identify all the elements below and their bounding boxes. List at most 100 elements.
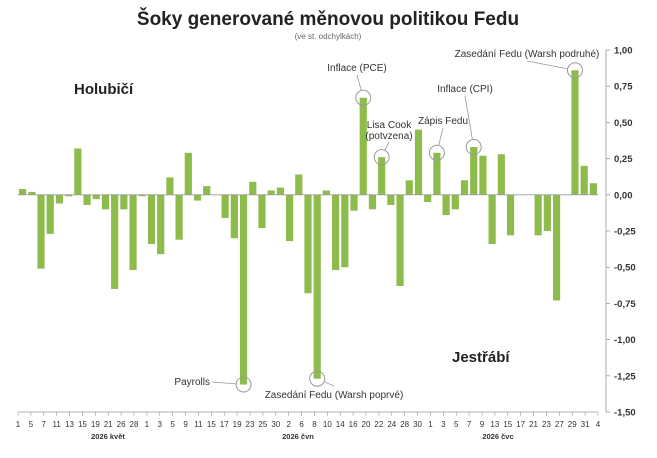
x-tick-label: 1 <box>16 420 21 429</box>
annotation-leader <box>438 127 444 146</box>
bar <box>497 154 505 195</box>
bar <box>37 194 45 269</box>
bar <box>157 194 165 255</box>
x-tick-label: 19 <box>233 420 242 429</box>
x-axis: 1 5 7 11 13 15 19 21 26 28 1 3 5 9 11 15 17 19 23 25 30 2 6 8 10… <box>16 412 601 429</box>
annotation-leader <box>464 95 473 140</box>
bar <box>304 194 312 294</box>
x-tick-label: 2 <box>286 420 291 429</box>
x-tick-label: 15 <box>78 420 87 429</box>
bars <box>19 70 597 385</box>
x-tick-label: 5 <box>454 420 459 429</box>
x-tick-label: 20 <box>362 420 371 429</box>
x-tick-label: 29 <box>568 420 577 429</box>
x-tick-label: 19 <box>91 420 100 429</box>
x-tick-label: 10 <box>323 420 332 429</box>
x-tick-label: 5 <box>29 420 34 429</box>
bar <box>378 157 386 195</box>
month-label: 2026 květ <box>91 432 125 441</box>
annotation-circle <box>566 62 583 79</box>
bar <box>322 190 331 195</box>
x-tick-label: 22 <box>374 420 383 429</box>
bar <box>55 194 64 204</box>
bar <box>239 194 248 385</box>
annotation-circle <box>235 376 252 393</box>
bar <box>543 194 551 231</box>
dovish-label: Holubičí <box>74 81 134 98</box>
y-tick-label: -1,25 <box>614 371 636 382</box>
annotation-circle <box>373 149 390 166</box>
bar <box>571 70 579 195</box>
x-tick-label: 15 <box>503 420 512 429</box>
bar <box>83 194 91 205</box>
month-label: 2026 čvn <box>282 432 314 441</box>
bar <box>74 148 82 195</box>
bar <box>414 129 423 195</box>
annotation-label: Inflace (CPI) <box>437 84 493 95</box>
bar <box>285 194 294 242</box>
month-label: 2026 čvc <box>482 432 513 441</box>
annotation-leader <box>211 381 237 385</box>
bar <box>368 194 377 210</box>
bar <box>166 177 174 195</box>
y-tick-label: -0,25 <box>614 227 636 238</box>
bar <box>350 194 358 211</box>
x-tick-label: 15 <box>207 420 216 429</box>
y-axis: 1,00 0,75 0,50 0,25 0,00 -0,25 -0,50 -0,75 -1,00… <box>606 46 636 419</box>
annotation-circle <box>465 139 482 156</box>
x-tick-label: 26 <box>117 420 126 429</box>
bar <box>359 97 367 195</box>
bar <box>120 194 128 210</box>
bar <box>184 152 192 195</box>
hawkish-label: Jestřábí <box>452 349 510 366</box>
annotation-label: Lisa Cook <box>367 120 412 131</box>
annotation-label: Inflace (PCE) <box>327 63 386 74</box>
x-tick-label: 5 <box>170 420 175 429</box>
x-tick-label: 21 <box>529 420 538 429</box>
y-tick-label: 1,00 <box>614 46 633 57</box>
x-tick-label: 31 <box>581 420 590 429</box>
x-tick-label: 8 <box>312 420 317 429</box>
bar <box>147 194 156 245</box>
x-tick-label: 1 <box>145 420 150 429</box>
chart-subtitle: (ve st. odchylkách) <box>295 32 362 41</box>
annotation-label: Zasedání Fedu (Warsh poprvé) <box>265 390 404 401</box>
y-tick-label: -0,75 <box>614 299 636 310</box>
x-tick-label: 25 <box>258 420 267 429</box>
annotation-label: (potvzena) <box>365 131 412 142</box>
x-tick-label: 23 <box>246 420 255 429</box>
x-tick-label: 30 <box>271 420 280 429</box>
bar <box>249 181 257 195</box>
x-tick-label: 16 <box>349 420 358 429</box>
bar <box>488 194 496 245</box>
bar <box>534 194 542 236</box>
bar <box>101 194 110 210</box>
x-tick-label: 9 <box>480 420 485 429</box>
x-tick-label: 24 <box>387 420 396 429</box>
x-tick-label: 13 <box>65 420 74 429</box>
bar <box>479 155 487 195</box>
annotation-label: Zasedání Fedu (Warsh podruhé) <box>455 49 600 60</box>
bar <box>203 186 211 195</box>
bar <box>460 180 469 195</box>
bar <box>258 194 266 229</box>
bar <box>506 194 515 236</box>
bar <box>332 194 340 271</box>
x-tick-label: 23 <box>542 420 551 429</box>
bar <box>313 194 321 379</box>
annotation-circle <box>309 370 326 387</box>
x-tick-label: 1 <box>428 420 433 429</box>
annotation-leader <box>356 74 362 91</box>
bar <box>442 194 450 216</box>
y-tick-label: 0,50 <box>614 118 633 129</box>
month-labels: 2026 květ 2026 čvn 2026 čvc <box>91 432 514 441</box>
y-tick-label: -0,50 <box>614 263 636 274</box>
bar <box>65 194 73 197</box>
bar <box>295 174 303 195</box>
annotation-leader <box>323 381 335 387</box>
x-tick-label: 3 <box>441 420 446 429</box>
x-tick-label: 28 <box>400 420 409 429</box>
bar <box>341 194 349 268</box>
bar <box>46 194 54 234</box>
x-tick-label: 17 <box>516 420 525 429</box>
